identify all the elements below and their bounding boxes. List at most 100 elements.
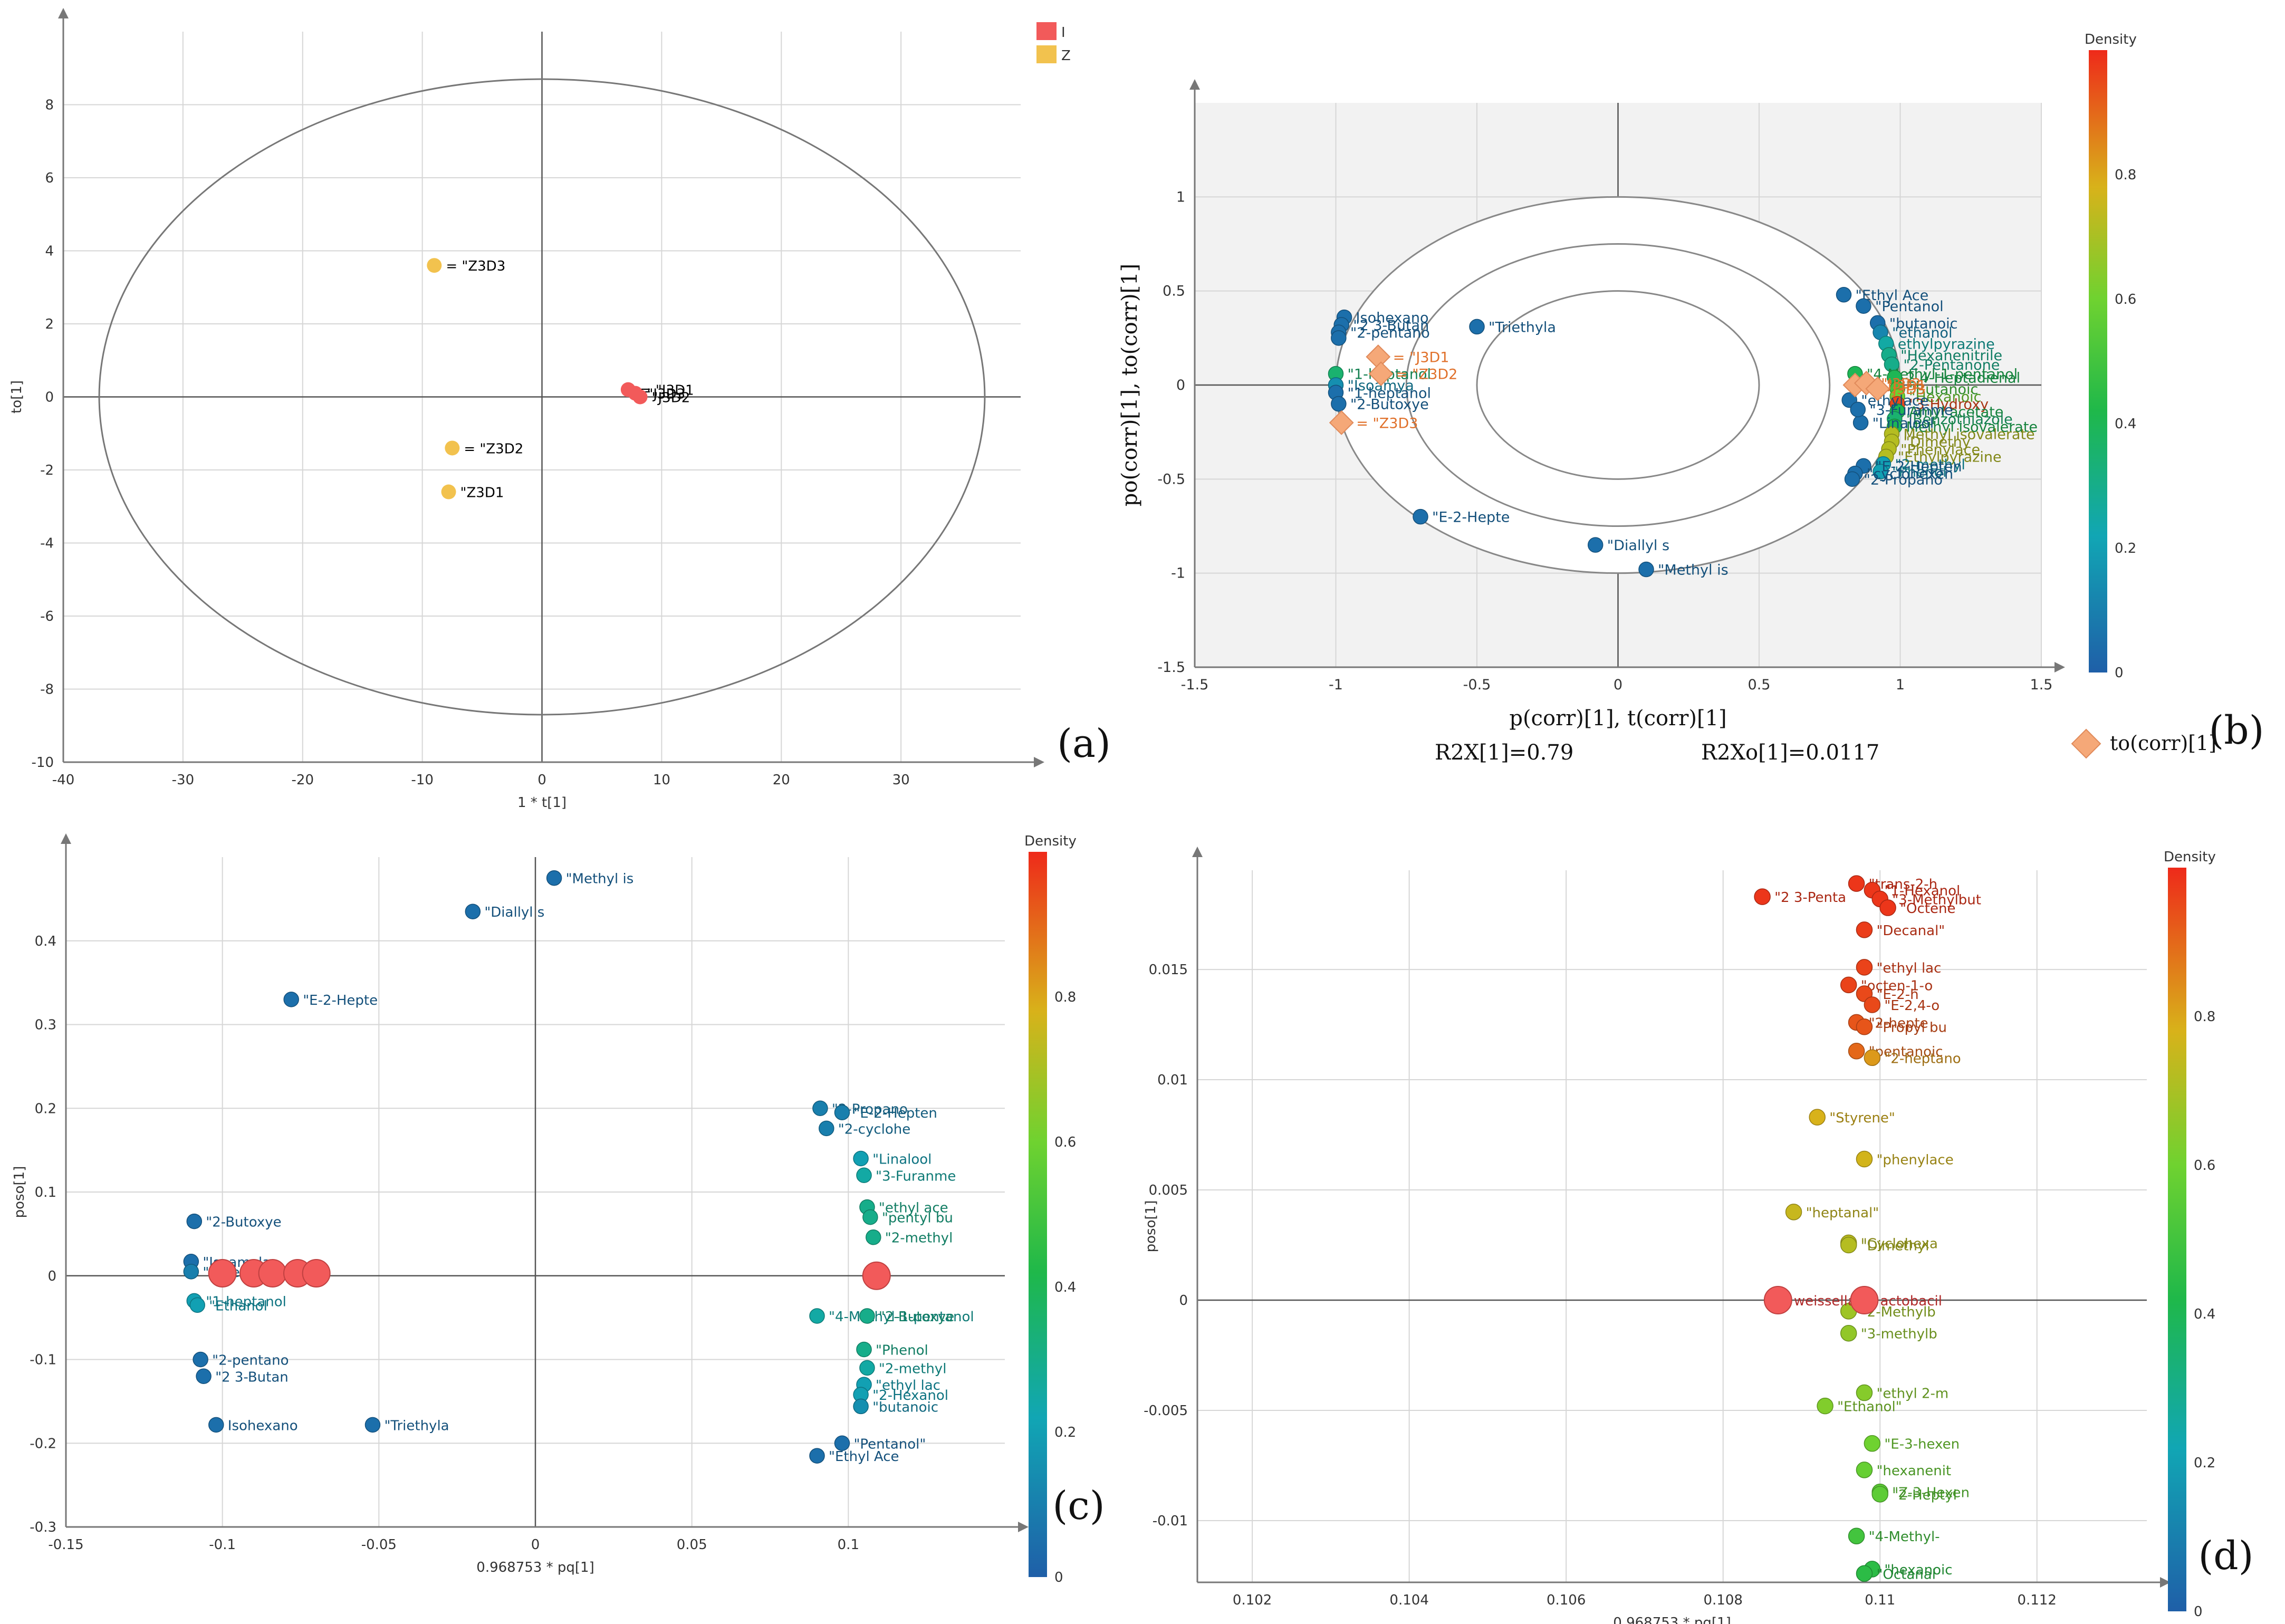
point-label: "Methyl is <box>566 871 634 887</box>
point-label: "2-Propano <box>1864 472 1943 488</box>
colorbar-tick: 0.8 <box>1054 989 1076 1005</box>
legend-swatch <box>1036 45 1057 63</box>
point-label: "2-Butoxye <box>1350 397 1429 413</box>
point-label: "pentyl bu <box>882 1210 953 1226</box>
diamond-label: = "Z3D3 <box>1356 415 1418 431</box>
x-tick-label: 0.112 <box>2018 1592 2057 1608</box>
point-label: "E-2-Hepte <box>1432 510 1510 526</box>
x-axis-arrow <box>2160 1577 2171 1588</box>
point-label: "2-methyl <box>885 1231 953 1246</box>
point-label: "3-Furanme <box>1869 402 1953 418</box>
point-label: "Phenylace <box>1900 441 1980 458</box>
panel-label: (d) <box>2198 1533 2253 1579</box>
point-label: "Octene <box>1900 901 1955 917</box>
data-point <box>856 1167 872 1183</box>
x-tick-label: -0.05 <box>361 1537 397 1553</box>
y-tick-label: 8 <box>45 98 54 113</box>
y-tick-label: 1 <box>1176 189 1185 205</box>
y-tick-label: -10 <box>32 755 54 771</box>
data-point <box>866 1229 881 1245</box>
legend-label: Z <box>1061 48 1071 64</box>
point-label: "Dimethyl <box>1861 1238 1929 1254</box>
x-tick-label: 0.5 <box>1748 677 1771 693</box>
y-tick-label: 0.005 <box>1149 1183 1188 1198</box>
y-tick-label: 0.015 <box>1149 962 1188 978</box>
point-label: "Triethyla <box>1489 319 1556 335</box>
point-label: "Hexanenitrile <box>1900 348 2002 364</box>
data-point <box>364 1417 381 1433</box>
point-label: "Phenol <box>1892 464 1947 481</box>
point-label: "J3D2 <box>652 390 690 406</box>
legend-diamond-icon <box>2071 728 2101 759</box>
data-point <box>809 1308 825 1324</box>
y-tick-label: -4 <box>40 536 54 552</box>
data-point <box>809 1448 825 1464</box>
colorbar-title: Density <box>2085 32 2137 47</box>
point-label: "Z-3-Hexen <box>1892 1485 1970 1501</box>
highlight-point <box>302 1258 331 1287</box>
point-label: "Octanal <box>1876 1567 1935 1582</box>
point-label: "Decanal" <box>1876 923 1945 939</box>
data-point <box>1836 287 1852 303</box>
highlight-label: weissella <box>1794 1293 1856 1309</box>
y-tick-label: 0.4 <box>35 934 56 949</box>
x-axis-title: 0.968753 * pq[1] <box>1613 1615 1731 1624</box>
point-label: "butanoic <box>1889 315 1958 332</box>
point-label: "Ethanol" <box>1837 1399 1902 1415</box>
colorbar <box>1029 852 1047 1577</box>
point-label: "3-methylb <box>1861 1327 1937 1342</box>
diamond-point <box>1329 410 1354 435</box>
point-label: "octen-1-o <box>1861 978 1933 994</box>
point-label: "2-pentano <box>212 1353 289 1369</box>
data-point <box>1848 1527 1865 1544</box>
data-point <box>1840 976 1857 994</box>
y-axis-title: to[1] <box>9 380 25 414</box>
point-label: "J3D3 <box>647 387 685 402</box>
point-label: "1-Hexanol <box>1884 883 1960 899</box>
point-label: "phenylace <box>1876 1152 1953 1168</box>
data-point <box>196 1368 212 1384</box>
data-point <box>1873 464 1888 479</box>
y-tick-label: 0 <box>1176 377 1185 393</box>
colorbar-tick: 0.6 <box>2194 1158 2215 1174</box>
r2x-stat: R2X[1]=0.79 <box>1435 741 1573 765</box>
data-point <box>859 1360 875 1376</box>
point-label: "Diallyl s <box>1607 537 1669 554</box>
y-tick-label: 0.3 <box>35 1017 56 1033</box>
plot-area <box>1197 870 2147 1582</box>
data-point <box>1817 1397 1833 1415</box>
y-axis-arrow <box>61 833 71 844</box>
x-tick-label: -1 <box>1329 677 1343 693</box>
point-label: "2-Butoxye <box>879 1309 954 1325</box>
point-label: "2-hepte <box>1869 1015 1928 1031</box>
point-label: "cyclohexen <box>1867 466 1953 483</box>
y-tick-label: 0.5 <box>1163 283 1185 300</box>
y-tick-label: 0.2 <box>35 1101 56 1117</box>
highlight-point <box>208 1258 237 1287</box>
x-tick-label: -1.5 <box>1181 677 1209 693</box>
diamond-label: = "J3D1 <box>1393 350 1449 366</box>
point-label: "Benzothiazole <box>1906 411 2013 428</box>
data-point <box>853 1150 869 1167</box>
x-tick-label: -10 <box>411 772 433 788</box>
point-label: "2-pentano <box>1350 325 1430 341</box>
point-label: "2-Hexanol <box>872 1388 948 1404</box>
point-label: "pentanoic <box>1869 1044 1943 1060</box>
data-point <box>834 1435 850 1451</box>
point-label: "Linalool <box>1873 415 1934 431</box>
y-axis-arrow <box>1192 847 1203 857</box>
data-point <box>445 440 460 456</box>
point-label: Amyl acetate <box>1909 404 2003 420</box>
data-point <box>812 1100 828 1116</box>
x-axis-title: 0.968753 * pq[1] <box>476 1560 594 1575</box>
point-label: "ethyl lac <box>1876 960 1941 976</box>
point-label: "Ethanol <box>209 1298 267 1314</box>
point-label: "2-heptano <box>1884 1051 1961 1066</box>
diamond-label: J3D3 <box>1892 381 1926 398</box>
y-tick-label: -0.3 <box>30 1520 56 1535</box>
x-tick-label: 0.11 <box>1865 1592 1895 1608</box>
x-tick-label: -0.1 <box>209 1537 236 1553</box>
point-label: = "Z3D3 <box>446 258 505 274</box>
correlation-circle <box>1476 290 1760 480</box>
